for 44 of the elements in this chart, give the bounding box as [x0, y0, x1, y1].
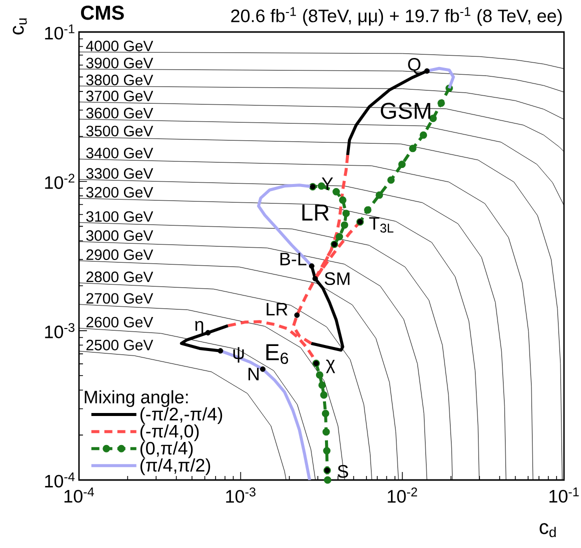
legend-label: 3000 GeV: [86, 230, 154, 241]
y-tick-label: 10$^{-2}$: [45, 174, 74, 189]
x-tick-label: 10$^{-1}$: [550, 488, 579, 503]
x-tick-label: 10$^{-4}$: [64, 488, 94, 503]
legend-label: 3600 GeV: [86, 108, 154, 118]
y-tick-label: 10$^{-3}$: [45, 323, 74, 338]
annotation: SM: [324, 272, 350, 286]
legend-label: (-π/4,0): [140, 424, 199, 442]
legend-label: 3100 GeV: [86, 211, 154, 222]
annotation: N: [248, 368, 259, 380]
legend-label: 4000 GeV: [86, 40, 154, 52]
x-axis-title: c$_{d}$: [540, 523, 556, 538]
y-tick-label: 10$^{-1}$: [45, 24, 74, 40]
x-tick-label: 10$^{-3}$: [226, 488, 256, 503]
x-tick-label: 10$^{-2}$: [388, 488, 418, 503]
legend-label: 3900 GeV: [86, 58, 154, 68]
annotation: LR: [266, 302, 288, 316]
annotation: χ: [326, 360, 336, 374]
series-label: 3400 GeV: [86, 148, 154, 158]
legend-label: 3700 GeV: [86, 90, 154, 102]
legend-label: (π/4,π/2): [140, 458, 210, 476]
annotation: Q: [408, 58, 420, 74]
annotation: η: [195, 321, 204, 334]
y-tick-label: 10$^{-4}$: [45, 472, 75, 488]
annotation: T$_{3L}$: [369, 217, 394, 233]
legend-label: 3500 GeV: [86, 126, 154, 136]
annotation: ψ: [233, 347, 244, 363]
legend-label: (0,π/4): [140, 441, 193, 458]
legend-label: 3200 GeV: [86, 186, 154, 198]
legend-label: 2900 GeV: [86, 249, 154, 260]
chart-title: CMS: [81, 6, 124, 20]
legend-label: (-π/2,-π/4): [140, 407, 222, 424]
chart-subtitle: 20.6 fb$^{-1}$ (8TeV, μμ) + 19.7 fb$^{-1}$ (8 TeV, ee): [231, 7, 562, 26]
annotation: B-L: [280, 252, 306, 266]
y-axis-title: c$_{u}$: [12, 18, 27, 34]
legend-title: Mixing angle:: [84, 390, 188, 408]
legend-label: 2600 GeV: [86, 316, 154, 328]
legend-label: 3800 GeV: [86, 74, 154, 86]
annotation: LR: [302, 204, 329, 220]
series-label: 2700 GeV: [86, 293, 154, 304]
legend-label: 3300 GeV: [86, 168, 154, 179]
annotation: E$_{6}$: [266, 344, 288, 364]
legend-label: 2800 GeV: [86, 272, 154, 282]
legend-label: 2500 GeV: [86, 340, 154, 350]
